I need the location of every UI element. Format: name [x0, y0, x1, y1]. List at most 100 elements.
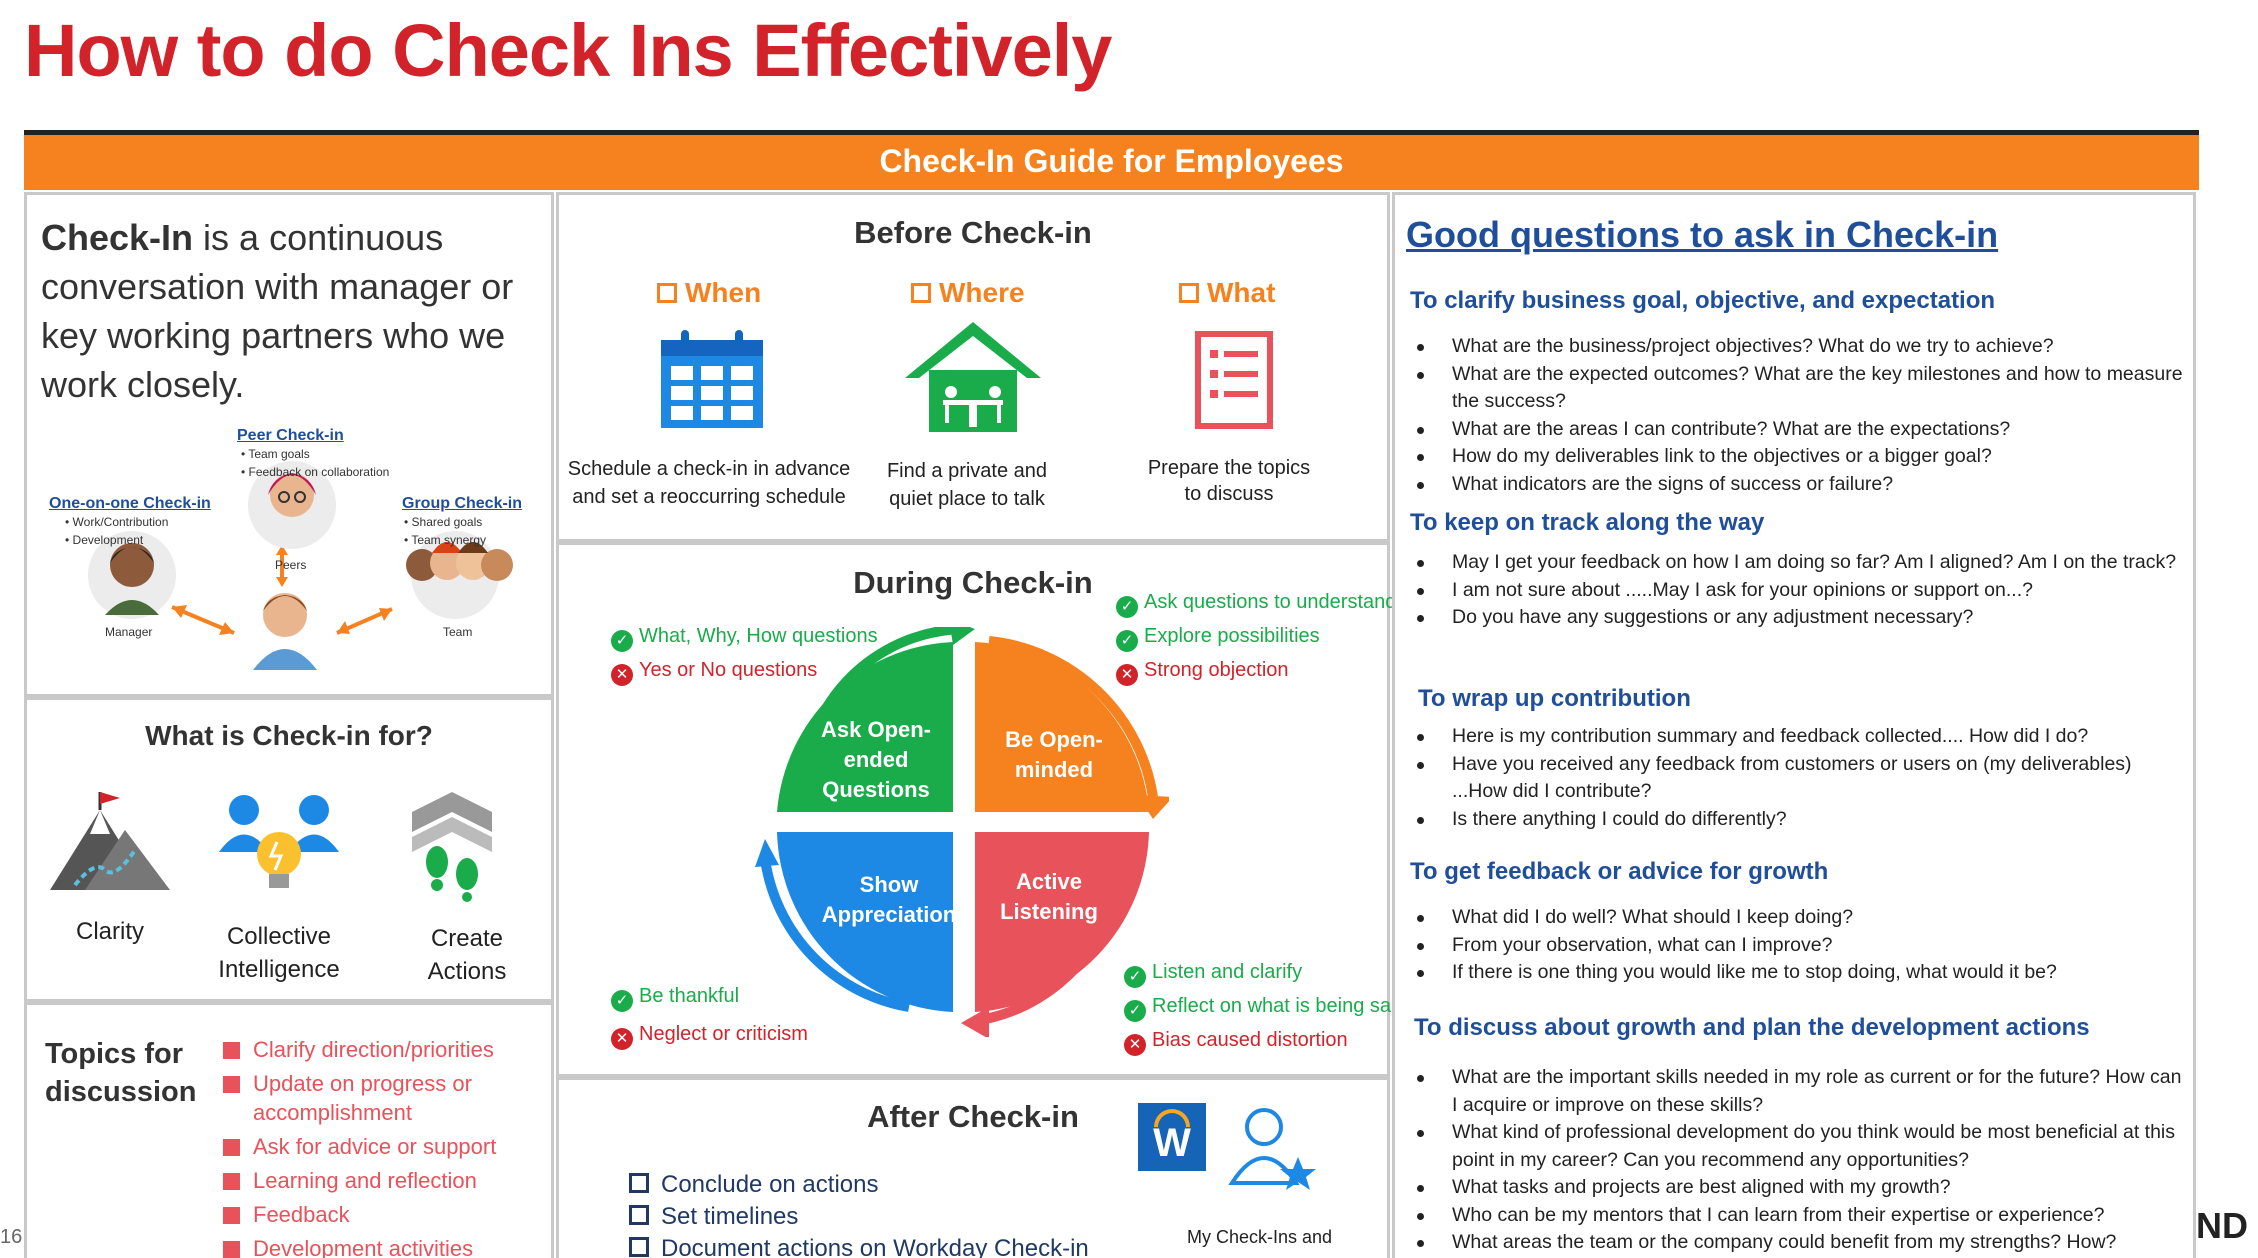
- question-item: From your observation, what can I improv…: [1405, 932, 2185, 960]
- question-item: I am not sure about .....May I ask for y…: [1405, 577, 2185, 605]
- question-item: Here is my contribution summary and feed…: [1405, 723, 2185, 751]
- group-item: Team synergy: [404, 531, 522, 549]
- tag-item: ✓ Listen and clarify: [1124, 955, 1407, 989]
- calendar-icon: [661, 330, 763, 428]
- question-list: What are the important skills needed in …: [1405, 1064, 2185, 1257]
- questions-title: Good questions to ask in Check-in: [1406, 214, 1999, 255]
- question-item: If there is one thing you would like me …: [1405, 959, 2185, 987]
- purpose-clarity: Clarity: [75, 918, 144, 945]
- when-text: Schedule a check-in in advance and set a…: [567, 458, 851, 508]
- one-on-one-checkin: One-on-one Check-in Work/Contribution De…: [49, 495, 211, 549]
- question-item: Who can be my mentors that I can learn f…: [1405, 1202, 2185, 1230]
- question-item: What areas the team or the company could…: [1405, 1229, 2185, 1257]
- peer-checkin-title: Peer Check-in: [237, 427, 344, 444]
- employee-avatar: [253, 593, 317, 670]
- purpose-collective-intelligence: Collective Intelligence: [218, 923, 340, 983]
- one-on-one-title: One-on-one Check-in: [49, 495, 211, 512]
- question-list: What are the business/project objectives…: [1405, 333, 2185, 498]
- question-item: Is there anything I could do differently…: [1405, 806, 2185, 834]
- quadrant-listening: Active Listening: [1000, 869, 1098, 924]
- after-item: Set timelines: [629, 1201, 1089, 1233]
- after-caption: My Check-Ins and: [1187, 1227, 1333, 1247]
- group-item: Shared goals: [404, 513, 522, 531]
- tag-item: ✓ Ask questions to understand: [1116, 585, 1396, 619]
- topic-item: Update on progress or accomplishment: [223, 1069, 543, 1127]
- peers-label: Peers: [275, 558, 307, 572]
- question-section-heading: To wrap up contribution: [1418, 685, 1691, 712]
- house-meeting-icon: [905, 322, 1041, 432]
- before-title: Before Check-in: [854, 215, 1092, 250]
- page-title: How to do Check Ins Effectively: [24, 9, 1112, 92]
- tag-item: ✓ Reflect on what is being said: [1124, 989, 1407, 1023]
- one-on-one-item: Work/Contribution: [65, 513, 211, 531]
- when-heading: When: [657, 277, 761, 309]
- purpose-create-actions: Create Actions: [427, 925, 507, 985]
- question-item: What did I do well? What should I keep d…: [1405, 904, 2185, 932]
- purpose-title: What is Check-in for?: [145, 720, 433, 751]
- tag-item: ✕ Strong objection: [1116, 653, 1396, 687]
- after-title: After Check-in: [867, 1099, 1079, 1134]
- during-panel: During Check-in Ask Open-ended Questions…: [556, 542, 1407, 1077]
- purpose-panel: What is Check-in for? Clarity Collective…: [24, 697, 554, 1002]
- during-title: During Check-in: [853, 565, 1093, 600]
- question-section-heading: To get feedback or advice for growth: [1410, 858, 1829, 885]
- question-item: What tasks and projects are best aligned…: [1405, 1174, 2185, 1202]
- slide-number: 16: [0, 1226, 23, 1248]
- br-tags: ✓ Listen and clarify ✓ Reflect on what is …: [1124, 955, 1407, 1057]
- group-checkin-title: Group Check-in: [402, 495, 523, 512]
- tag-item: ✓ Explore possibilities: [1116, 619, 1396, 653]
- topics-panel: Topics for discussion Clarify direction/…: [24, 1002, 554, 1258]
- before-panel: Before Check-in When Where What Schedule…: [556, 192, 1390, 542]
- quadrant-appreciation: Show Appreciation: [821, 872, 957, 927]
- peer-item: Team goals: [241, 445, 389, 463]
- tag-item: ✓ What, Why, How questions: [611, 619, 878, 653]
- tr-tags: ✓ Ask questions to understand ✓ Explore po…: [1116, 585, 1396, 687]
- question-item: What are the business/project objectives…: [1405, 333, 2185, 361]
- question-item: What are the important skills needed in …: [1405, 1064, 2185, 1119]
- where-heading: Where: [911, 277, 1025, 309]
- tag-item: ✕ Yes or No questions: [611, 653, 878, 687]
- topics-list: Clarify direction/priorities Update on p…: [223, 1035, 543, 1258]
- workday-logo: W: [1138, 1103, 1206, 1171]
- question-item: What are the expected outcomes? What are…: [1405, 361, 2185, 416]
- topic-item: Feedback: [223, 1200, 543, 1229]
- question-list: Here is my contribution summary and feed…: [1405, 723, 2185, 833]
- tag-item: ✓ Be thankful: [611, 979, 808, 1013]
- after-list: Conclude on actions Set timelines Docume…: [629, 1169, 1089, 1258]
- create-actions-icon: [412, 792, 492, 902]
- manager-avatar: [88, 531, 176, 619]
- bl-tags: ✓ Be thankful ✕ Neglect or criticism: [611, 979, 808, 1051]
- after-panel: After Check-in Conclude on actions Set t…: [556, 1077, 1390, 1258]
- question-item: What kind of professional development do…: [1405, 1119, 2185, 1174]
- during-cycle-diagram: [755, 627, 1169, 1037]
- mountain-flag-icon: [50, 792, 170, 890]
- definition-panel: Check-In is a continuous conversation wi…: [24, 192, 554, 697]
- definition-text: Check-In is a continuous conversation wi…: [41, 217, 514, 405]
- tag-item: ✕ Bias caused distortion: [1124, 1023, 1407, 1057]
- manager-label: Manager: [105, 625, 153, 639]
- guide-banner: Check-In Guide for Employees: [24, 130, 2199, 190]
- team-label: Team: [443, 625, 473, 639]
- question-item: Have you received any feedback from cust…: [1405, 751, 2185, 806]
- checklist-icon: [1195, 331, 1273, 429]
- question-item: What indicators are the signs of success…: [1405, 471, 2185, 499]
- question-item: May I get your feedback on how I am doin…: [1405, 549, 2185, 577]
- collective-intelligence-icon: [219, 795, 339, 888]
- question-item: What are the areas I can contribute? Wha…: [1405, 416, 2185, 444]
- corner-logo: ND: [2196, 1205, 2248, 1246]
- what-heading: What: [1179, 277, 1275, 309]
- quadrant-open-minded: Be Open-minded: [1005, 727, 1103, 782]
- question-item: How do my deliverables link to the objec…: [1405, 443, 2185, 471]
- question-section-heading: To keep on track along the way: [1410, 509, 1765, 536]
- tl-tags: ✓ What, Why, How questions ✕ Yes or No que…: [611, 619, 878, 687]
- one-on-one-item: Development: [65, 531, 211, 549]
- group-checkin: Group Check-in Shared goals Team synergy: [402, 495, 522, 549]
- peer-checkin: Peer Check-in Team goals Feedback on col…: [237, 427, 389, 481]
- after-item: Conclude on actions: [629, 1169, 1089, 1201]
- where-text: Find a private and quiet place to talk: [886, 460, 1048, 510]
- question-list: What did I do well? What should I keep d…: [1405, 904, 2185, 987]
- person-star-icon: [1228, 1108, 1316, 1190]
- topic-item: Learning and reflection: [223, 1166, 543, 1195]
- topic-item: Clarify direction/priorities: [223, 1035, 543, 1064]
